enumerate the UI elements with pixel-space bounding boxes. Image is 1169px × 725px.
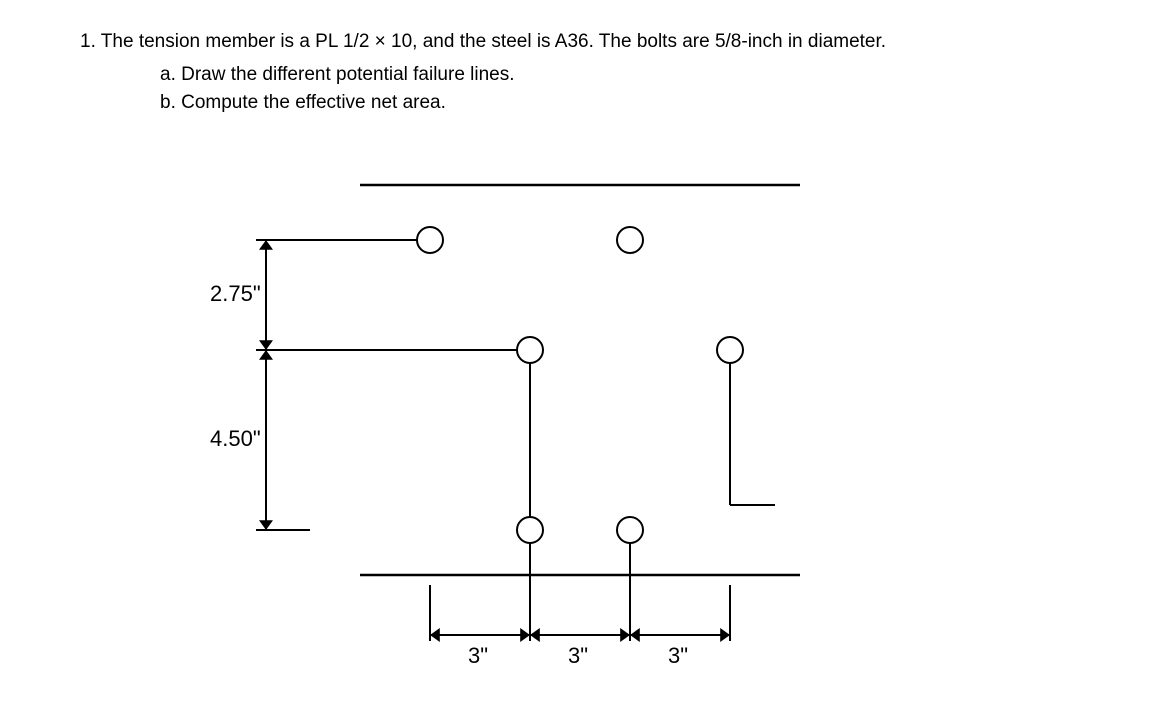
- diagram-container: 2.75"4.50"3"3"3": [240, 175, 820, 665]
- problem-text: 1. The tension member is a PL 1/2 × 10, …: [80, 28, 886, 118]
- svg-text:2.75": 2.75": [210, 281, 261, 306]
- svg-text:4.50": 4.50": [210, 426, 261, 451]
- problem-number: 1.: [80, 31, 96, 52]
- diagram-svg: 2.75"4.50"3"3"3": [240, 175, 820, 665]
- problem-sub-a: a. Draw the different potential failure …: [160, 61, 886, 90]
- problem-sub-b: b. Compute the effective net area.: [160, 89, 886, 118]
- svg-text:3": 3": [468, 643, 488, 668]
- svg-text:3": 3": [568, 643, 588, 668]
- problem-statement: The tension member is a PL 1/2 × 10, and…: [101, 31, 886, 52]
- svg-text:3": 3": [668, 643, 688, 668]
